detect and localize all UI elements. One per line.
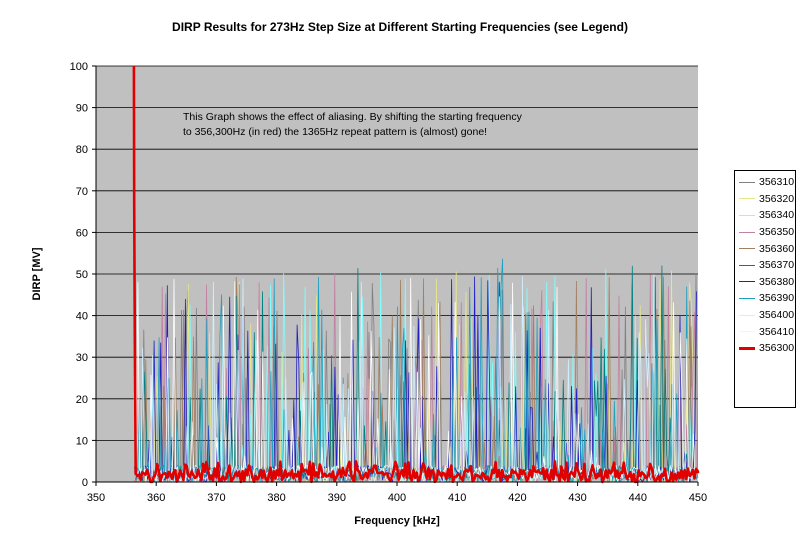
legend-item-356320: 356320 xyxy=(735,191,795,208)
x-tick-label: 390 xyxy=(328,492,346,504)
x-tick-label: 430 xyxy=(568,492,586,504)
annotation-line-1: This Graph shows the effect of aliasing.… xyxy=(183,111,523,123)
x-tick-label: 440 xyxy=(629,492,647,504)
x-axis-label: Frequency [kHz] xyxy=(354,515,440,527)
y-axis-label: DIRP [MV] xyxy=(31,247,43,300)
legend-label: 356390 xyxy=(759,292,795,305)
legend-label: 356360 xyxy=(759,242,795,255)
legend-swatch xyxy=(739,198,755,200)
legend-item-356410: 356410 xyxy=(735,323,795,340)
legend-swatch xyxy=(739,248,755,250)
legend-swatch xyxy=(739,281,755,283)
legend-item-356360: 356360 xyxy=(735,240,795,257)
x-tick-label: 400 xyxy=(388,492,406,504)
legend-item-356350: 356350 xyxy=(735,224,795,241)
legend-item-356400: 356400 xyxy=(735,307,795,324)
y-tick-label: 60 xyxy=(76,227,88,239)
y-tick-label: 20 xyxy=(76,394,88,406)
y-tick-label: 0 xyxy=(82,477,88,489)
legend-swatch xyxy=(739,346,755,350)
legend-swatch xyxy=(739,331,755,333)
y-tick-label: 40 xyxy=(76,311,88,323)
legend-swatch xyxy=(739,264,755,266)
y-tick-label: 90 xyxy=(76,103,88,115)
legend-label: 356380 xyxy=(759,275,795,288)
x-tick-label: 420 xyxy=(508,492,526,504)
x-tick-label: 380 xyxy=(267,492,285,504)
legend-item-356300: 356300 xyxy=(735,340,795,357)
x-tick-label: 350 xyxy=(87,492,105,504)
legend-label: 356300 xyxy=(759,342,795,355)
legend-swatch xyxy=(739,297,755,299)
y-tick-label: 70 xyxy=(76,186,88,198)
series-layer xyxy=(132,65,700,484)
legend-swatch xyxy=(739,314,755,316)
legend-swatch xyxy=(739,231,755,233)
dirp-line-chart: 0 10 20 30 40 50 60 70 80 90 100 350 360 370 380 390 400… xyxy=(31,61,708,527)
chart-title: DIRP Results for 273Hz Step Size at Diff… xyxy=(172,20,628,34)
legend-label: 356400 xyxy=(759,309,795,322)
x-tick-label: 450 xyxy=(689,492,707,504)
legend-swatch xyxy=(739,181,755,183)
legend-item-356380: 356380 xyxy=(735,274,795,291)
legend-item-356310: 356310 xyxy=(735,174,795,191)
legend-label: 356410 xyxy=(759,325,795,338)
legend-item-356390: 356390 xyxy=(735,290,795,307)
y-tick-label: 100 xyxy=(70,61,88,73)
legend-label: 356320 xyxy=(759,192,795,205)
annotation-line-2: to 356,300Hz (in red) the 1365Hz repeat … xyxy=(183,126,487,138)
legend-label: 356370 xyxy=(759,259,795,272)
legend: 356310 356320 356340 356350 356360 356370 3563… xyxy=(734,170,796,408)
legend-swatch xyxy=(739,214,755,216)
tick-labels: 0 10 20 30 40 50 60 70 80 90 100 350 360 370 380 390 400… xyxy=(70,61,708,504)
legend-item-356340: 356340 xyxy=(735,207,795,224)
x-tick-label: 360 xyxy=(147,492,165,504)
x-tick-label: 370 xyxy=(207,492,225,504)
y-tick-label: 10 xyxy=(76,435,88,447)
y-tick-label: 50 xyxy=(76,269,88,281)
x-tick-label: 410 xyxy=(448,492,466,504)
y-tick-label: 80 xyxy=(76,144,88,156)
y-tick-label: 30 xyxy=(76,352,88,364)
legend-label: 356310 xyxy=(759,176,795,189)
legend-label: 356350 xyxy=(759,226,795,239)
legend-item-356370: 356370 xyxy=(735,257,795,274)
series-line-356300 xyxy=(132,65,700,484)
legend-label: 356340 xyxy=(759,209,795,222)
